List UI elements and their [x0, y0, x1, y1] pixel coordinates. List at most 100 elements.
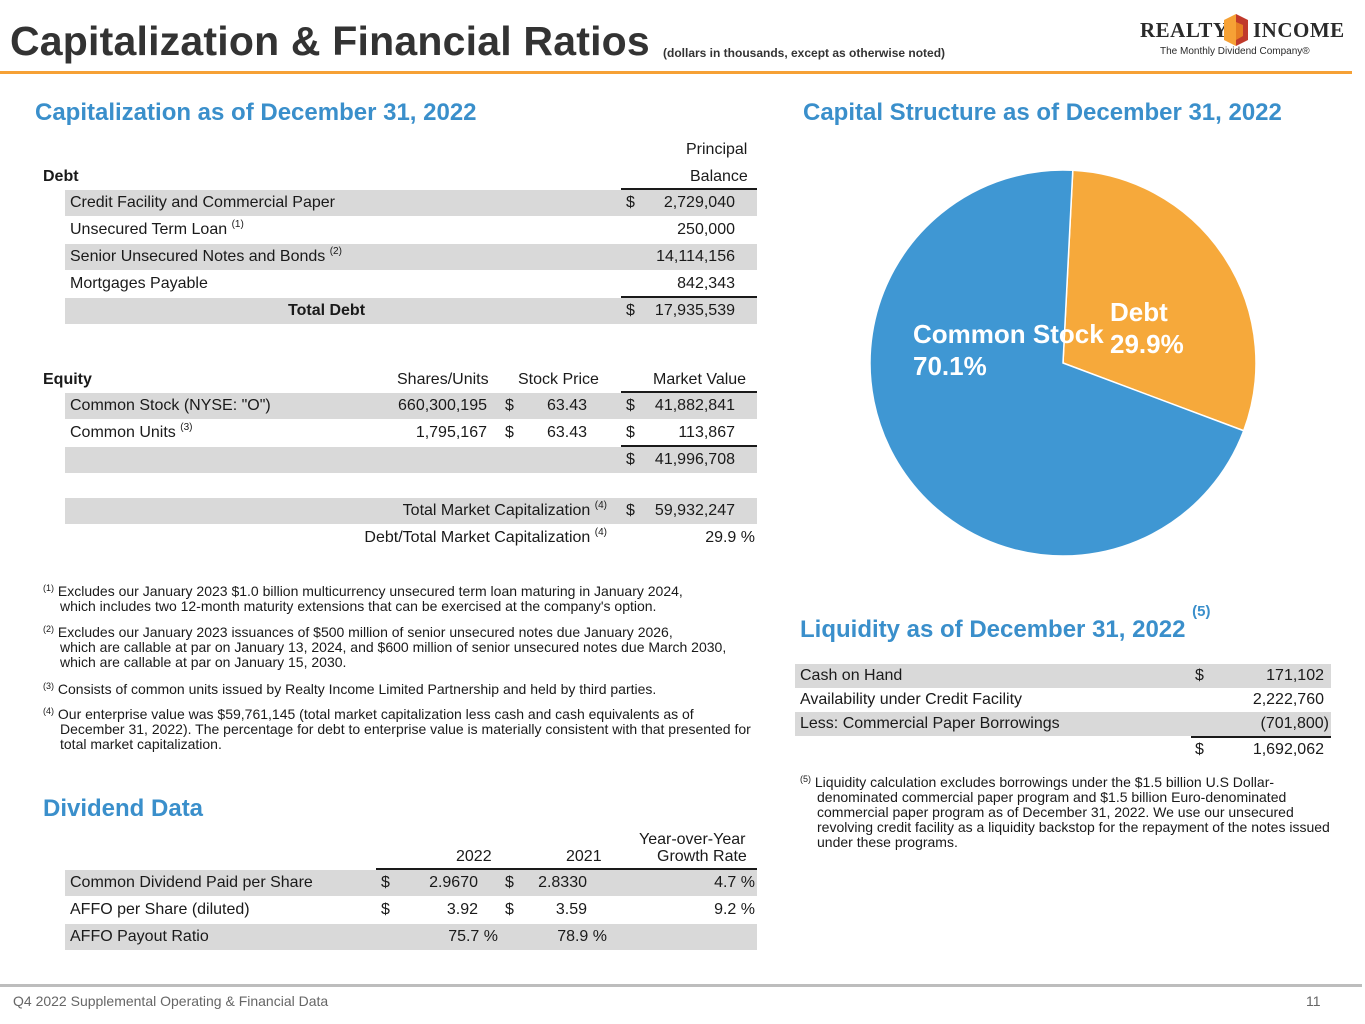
dividend-row-label: AFFO Payout Ratio — [70, 928, 209, 945]
liquidity-total-rule — [1191, 736, 1331, 738]
equity-row-shares: 660,300,195 — [398, 397, 487, 414]
footnote-1: (1) Excludes our January 2023 $1.0 billi… — [43, 583, 683, 614]
table-row: Common Stock (NYSE: "O") 660,300,195 $ 6… — [65, 393, 757, 419]
liquidity-total-row: $ 1,692,062 — [795, 738, 1331, 762]
footnote-4: (4) Our enterprise value was $59,761,145… — [43, 706, 751, 752]
header-divider — [0, 71, 1352, 74]
page-title: Capitalization & Financial Ratios — [10, 18, 650, 64]
company-logo: REALTY INCOME The Monthly Dividend Compa… — [1130, 12, 1344, 62]
footer-divider — [0, 984, 1362, 987]
dividend-row-2021: 3.59 — [555, 901, 587, 918]
table-row: Less: Commercial Paper Borrowings (701,8… — [795, 712, 1331, 736]
debt-row-value: 250,000 — [677, 221, 735, 238]
dividend-row-2021: 78.9 % — [557, 928, 607, 945]
table-row: AFFO Payout Ratio 75.7 % 78.9 % — [65, 924, 757, 950]
footer-doc-title: Q4 2022 Supplemental Operating & Financi… — [13, 993, 329, 1009]
pie-slice-common-stock — [869, 169, 1245, 557]
dividend-row-dollar-2021: $ — [505, 901, 514, 918]
debt-row-value: 842,343 — [677, 275, 735, 292]
dividend-header-rule — [376, 868, 757, 870]
liquidity-row-label: Cash on Hand — [800, 667, 903, 684]
col-2022-header: 2022 — [456, 848, 492, 865]
col-price-header: Stock Price — [518, 371, 599, 388]
dividend-row-label: AFFO per Share (diluted) — [70, 901, 250, 918]
capital-structure-heading: Capital Structure as of December 31, 202… — [803, 99, 1282, 126]
col-yoy-header-1: Year-over-Year — [639, 831, 746, 848]
dividend-row-2022: 3.92 — [446, 901, 478, 918]
logo-mark-icon — [1224, 14, 1248, 46]
table-row: Senior Unsecured Notes and Bonds (2) 14,… — [65, 244, 757, 270]
market-header-rule — [621, 391, 757, 393]
dividend-row-label: Common Dividend Paid per Share — [70, 874, 313, 891]
equity-row-label: Common Stock (NYSE: "O") — [70, 397, 271, 414]
capital-structure-pie-chart — [869, 169, 1257, 557]
dividend-row-growth: 4.7 % — [714, 874, 755, 891]
total-debt-rule — [621, 296, 757, 298]
pie-label-common-stock: Common Stock 70.1% — [913, 319, 1104, 381]
debt-ratio-value: 29.9 % — [705, 529, 755, 546]
equity-row-mv-dollar: $ — [626, 397, 635, 414]
debt-ratio-row: Debt/Total Market Capitalization (4) 29.… — [65, 525, 757, 551]
col-2021-header: 2021 — [566, 848, 602, 865]
debt-label: Debt — [43, 168, 79, 185]
liquidity-heading: Liquidity as of December 31, 2022 (5) — [800, 603, 1211, 643]
balance-header-rule — [621, 188, 757, 190]
logo-tagline: The Monthly Dividend Company® — [1160, 46, 1310, 57]
pie-slice-debt — [1062, 169, 1257, 432]
equity-label: Equity — [43, 371, 92, 388]
pie-label-debt: Debt 29.9% — [1110, 297, 1184, 359]
equity-row-mv: 113,867 — [678, 424, 735, 441]
page-subtitle: (dollars in thousands, except as otherwi… — [663, 46, 946, 60]
liquidity-total-dollar: $ — [1195, 741, 1204, 758]
debt-ratio-label: Debt/Total Market Capitalization (4) — [364, 527, 607, 547]
equity-row-price: 63.43 — [546, 397, 587, 414]
table-row: Common Dividend Paid per Share $ 2.9670 … — [65, 870, 757, 896]
total-debt-value: 17,935,539 — [654, 302, 735, 319]
table-row: Common Units (3) 1,795,167 $ 63.43 $ 113… — [65, 420, 757, 446]
footnote-3: (3) Consists of common units issued by R… — [43, 681, 657, 697]
footnote-5: (5) Liquidity calculation excludes borro… — [800, 774, 1330, 850]
equity-row-price-dollar: $ — [505, 424, 514, 441]
total-market-cap-dollar: $ — [626, 502, 635, 519]
table-row: Availability under Credit Facility 2,222… — [795, 688, 1331, 712]
logo-text-right: INCOME — [1253, 18, 1345, 42]
dividend-row-2022: 2.9670 — [429, 874, 478, 891]
debt-row-value: 14,114,156 — [656, 248, 735, 265]
table-row: Cash on Hand $ 171,102 — [795, 664, 1331, 688]
dividend-row-dollar-2021: $ — [505, 874, 514, 891]
dividend-heading: Dividend Data — [43, 795, 204, 822]
liquidity-row-value: 171,102 — [1266, 667, 1324, 684]
capitalization-heading: Capitalization as of December 31, 2022 — [35, 99, 477, 126]
col-principal-header: Principal — [686, 141, 748, 158]
debt-row-label: Credit Facility and Commercial Paper — [70, 194, 335, 211]
table-row: Mortgages Payable 842,343 — [65, 271, 757, 297]
dividend-row-dollar-2022: $ — [381, 901, 390, 918]
dividend-row-2022: 75.7 % — [448, 928, 498, 945]
equity-total-value: 41,996,708 — [654, 451, 735, 468]
col-balance-header: Balance — [690, 168, 748, 185]
equity-total-rule — [621, 445, 757, 447]
page-number: 11 — [1306, 993, 1321, 1009]
table-row: Unsecured Term Loan (1) 250,000 — [65, 217, 757, 243]
equity-row-mv: 41,882,841 — [654, 397, 735, 414]
equity-row-price-dollar: $ — [505, 397, 514, 414]
equity-row-price: 63.43 — [546, 424, 587, 441]
table-row: AFFO per Share (diluted) $ 3.92 $ 3.59 9… — [65, 897, 757, 923]
dividend-row-dollar-2022: $ — [381, 874, 390, 891]
total-market-cap-value: 59,932,247 — [654, 502, 735, 519]
total-debt-row: Total Debt $ 17,935,539 — [65, 298, 757, 324]
equity-row-shares: 1,795,167 — [415, 424, 487, 441]
liquidity-row-value: 2,222,760 — [1252, 691, 1324, 708]
dividend-row-2021: 2.8330 — [538, 874, 587, 891]
equity-row-label: Common Units (3) — [70, 422, 193, 442]
col-market-header: Market Value — [653, 371, 747, 388]
logo-text-left: REALTY — [1140, 18, 1229, 42]
table-row: Credit Facility and Commercial Paper $ 2… — [65, 190, 757, 216]
liquidity-row-dollar: $ — [1195, 667, 1204, 684]
liquidity-row-value: (701,800) — [1260, 715, 1330, 732]
total-debt-label: Total Debt — [288, 302, 366, 319]
equity-total-dollar: $ — [626, 451, 635, 468]
footnote-2: (2) Excludes our January 2023 issuances … — [43, 624, 727, 670]
dividend-row-growth: 9.2 % — [714, 901, 755, 918]
debt-row-label: Mortgages Payable — [70, 275, 208, 292]
